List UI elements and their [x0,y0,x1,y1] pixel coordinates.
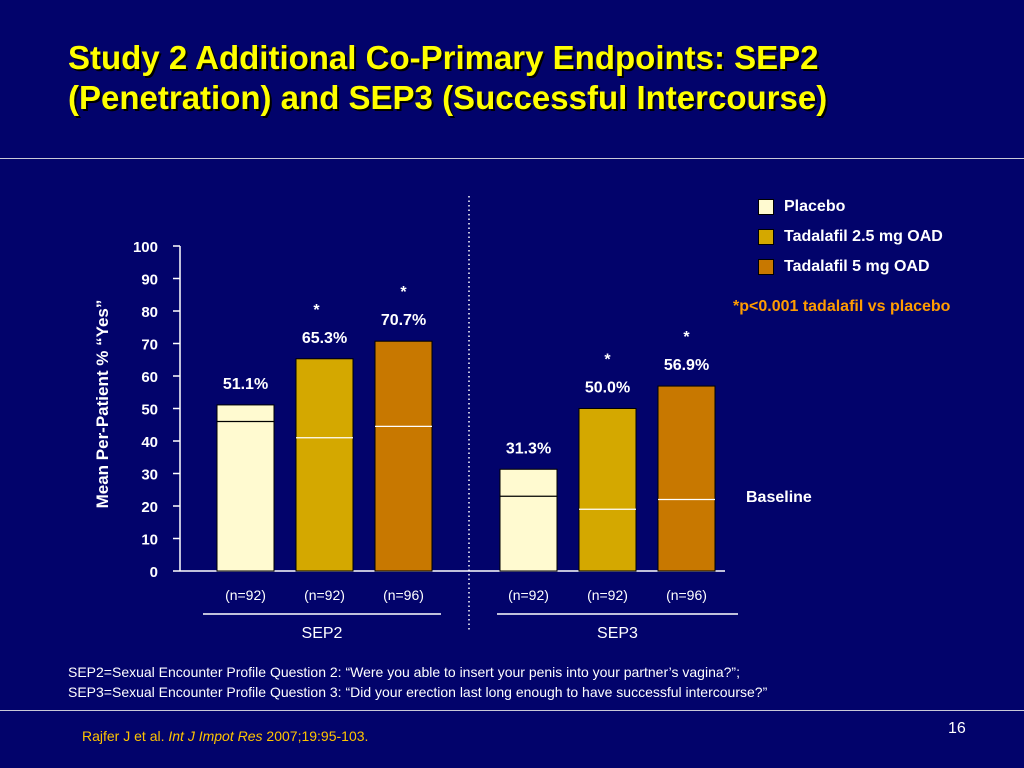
data-label: 31.3% [506,440,551,457]
legend: Placebo Tadalafil 2.5 mg OAD Tadalafil 5… [758,192,943,282]
bar [578,408,637,572]
data-label: 65.3% [302,330,347,347]
footnote: SEP2=Sexual Encounter Profile Question 2… [68,662,767,702]
legend-label-tadalafil-2-5: Tadalafil 2.5 mg OAD [784,228,943,245]
data-label: 70.7% [381,312,426,329]
significance-star: * [683,329,690,346]
n-label: (n=92) [508,587,549,603]
bottom-divider [0,710,1024,711]
significance-star: * [400,284,407,301]
data-label: 51.1% [223,376,268,393]
legend-item-tadalafil-5: Tadalafil 5 mg OAD [758,252,943,282]
citation-authors: Rajfer J et al. [82,728,169,744]
y-axis-label: Mean Per-Patient % “Yes” [93,300,112,509]
y-tick-label: 10 [141,532,158,549]
data-label: 56.9% [664,357,709,374]
n-label: (n=92) [304,587,345,603]
y-tick-label: 60 [141,369,158,386]
n-label: (n=96) [666,587,707,603]
bar [499,468,558,572]
legend-label-placebo: Placebo [784,198,846,215]
y-tick-label: 0 [150,564,158,581]
n-label: (n=92) [225,587,266,603]
page-number: 16 [948,720,966,737]
y-tick-label: 100 [133,239,158,256]
legend-swatch-tadalafil-5 [758,259,774,275]
y-tick-label: 40 [141,434,158,451]
bar [374,340,433,572]
n-label: (n=92) [587,587,628,603]
y-tick-label: 90 [141,272,158,289]
legend-swatch-tadalafil-2-5 [758,229,774,245]
citation: Rajfer J et al. Int J Impot Res 2007;19:… [82,728,368,744]
footnote-sep3: SEP3=Sexual Encounter Profile Question 3… [68,684,768,700]
y-tick-label: 50 [141,402,158,419]
citation-journal: Int J Impot Res [168,728,263,744]
n-label: (n=96) [383,587,424,603]
top-divider [0,158,1024,159]
legend-item-tadalafil-2-5: Tadalafil 2.5 mg OAD [758,222,943,252]
legend-swatch-placebo [758,199,774,215]
title-line-1: Study 2 Additional Co-Primary Endpoints:… [68,39,819,76]
significance-star: * [313,302,320,319]
bar [657,385,716,572]
bar [295,358,354,572]
group-label: SEP2 [302,625,343,642]
title-line-2: (Penetration) and SEP3 (Successful Inter… [68,79,828,116]
citation-details: 2007;19:95-103. [262,728,369,744]
legend-item-placebo: Placebo [758,192,943,222]
y-tick-label: 30 [141,467,158,484]
legend-label-tadalafil-5: Tadalafil 5 mg OAD [784,258,930,275]
bar-chart: 0 10 20 30 40 50 60 70 80 90 100 Mean Per-Patient %… [93,196,738,642]
group-label: SEP3 [597,625,638,642]
baseline-label: Baseline [746,489,812,506]
slide-title: Study 2 Additional Co-Primary Endpoints:… [68,38,998,118]
y-tick-label: 20 [141,499,158,516]
significance-star: * [604,352,611,369]
footnote-sep2: SEP2=Sexual Encounter Profile Question 2… [68,664,740,680]
bar [216,404,275,572]
significance-note: *p<0.001 tadalafil vs placebo [733,298,951,315]
data-label: 50.0% [585,380,630,397]
y-tick-label: 70 [141,337,158,354]
y-tick-label: 80 [141,304,158,321]
